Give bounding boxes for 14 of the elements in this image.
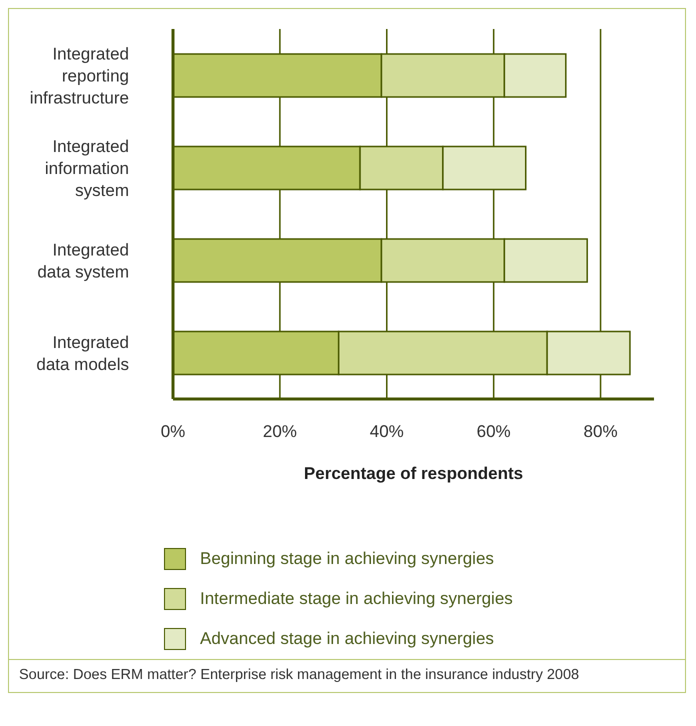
x-tick-label: 60% <box>476 422 511 442</box>
x-axis-title: Percentage of respondents <box>304 464 524 483</box>
x-tick-label: 0% <box>160 422 186 442</box>
y-tick-label: Integrated data system <box>37 240 129 281</box>
x-tick-label: 20% <box>262 422 297 442</box>
y-tick-label: Integrated data models <box>36 332 129 374</box>
y-tick-label: Integrated reporting infrastructure <box>30 44 129 107</box>
x-tick-label: 40% <box>370 422 404 442</box>
legend-label: Advanced stage in achieving synergies <box>200 629 494 649</box>
source-note: Source: Does ERM matter? Enterprise risk management in the insurance industry 2008 <box>19 666 580 685</box>
x-tick-label: 80% <box>584 422 618 442</box>
legend-label: Beginning stage in achieving synergies <box>200 549 494 569</box>
legend-label: Intermediate stage in achieving synergies <box>200 589 513 609</box>
y-tick-label: Integrated information system <box>44 136 129 200</box>
